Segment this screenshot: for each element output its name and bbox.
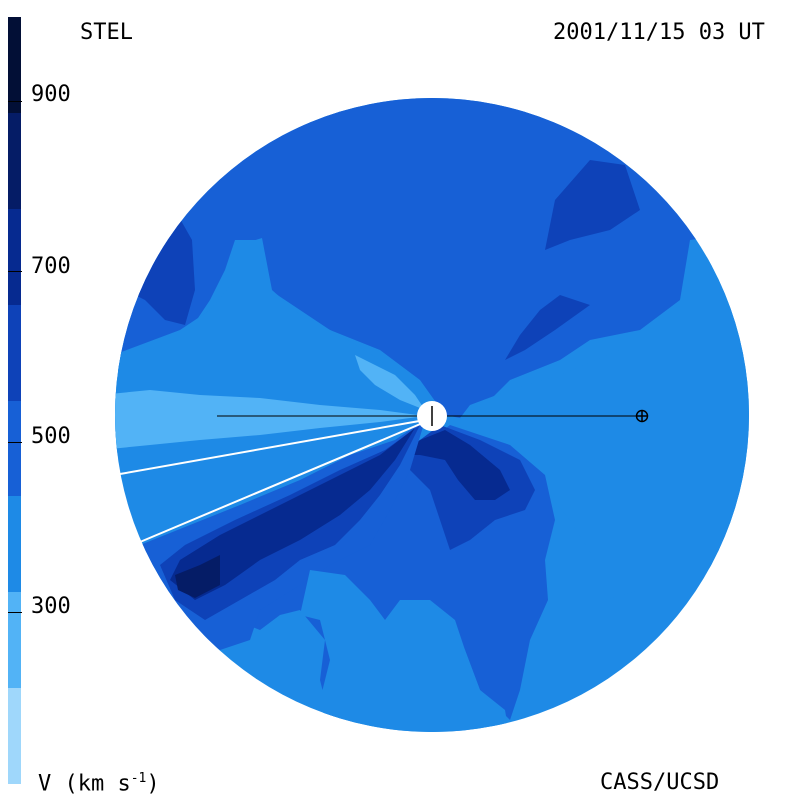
header-right-title: 2001/11/15 03 UT — [553, 20, 765, 45]
unit-label-main: V (km s — [38, 771, 131, 797]
colorbar-label-900: 900 — [31, 82, 71, 107]
colorbar-segment — [8, 495, 21, 592]
region-east-dark — [505, 295, 590, 360]
colorbar-segment — [8, 591, 21, 688]
colorbar-segment — [8, 17, 21, 114]
colorbar-tick-500 — [8, 442, 22, 443]
colorbar-tick-900 — [8, 101, 22, 102]
streak-line-1 — [119, 419, 426, 475]
unit-label: V (km s-1) — [38, 772, 160, 795]
header-left-title: STEL — [80, 20, 133, 45]
region-southwest-core — [175, 555, 220, 598]
colorbar-segment — [8, 208, 21, 305]
streak-line-2 — [139, 421, 426, 543]
unit-label-sup: -1 — [130, 771, 147, 786]
colorbar-segment — [8, 304, 21, 401]
region-southwest-darkest — [170, 428, 415, 600]
colorbar-tick-300 — [8, 612, 22, 613]
region-east-light — [460, 230, 749, 600]
region-northeast-dark — [545, 160, 640, 250]
colorbar-label-700: 700 — [31, 254, 71, 279]
region-south-light — [300, 570, 510, 732]
colorbar-segment — [8, 687, 21, 784]
colorbar-segment — [8, 400, 21, 497]
colorbar-segment — [8, 112, 21, 209]
region-inner-darkest — [400, 430, 510, 500]
sun-disk-icon — [417, 401, 447, 431]
credit-label: CASS/UCSD — [600, 770, 720, 795]
colorbar — [8, 17, 21, 784]
region-west-lighter — [115, 390, 425, 450]
region-sun-streak — [355, 355, 425, 410]
colorbar-label-300: 300 — [31, 594, 71, 619]
earth-symbol-icon — [635, 409, 649, 423]
colorbar-tick-700 — [8, 271, 22, 272]
unit-label-close: ) — [146, 771, 160, 797]
colorbar-label-500: 500 — [31, 424, 71, 449]
